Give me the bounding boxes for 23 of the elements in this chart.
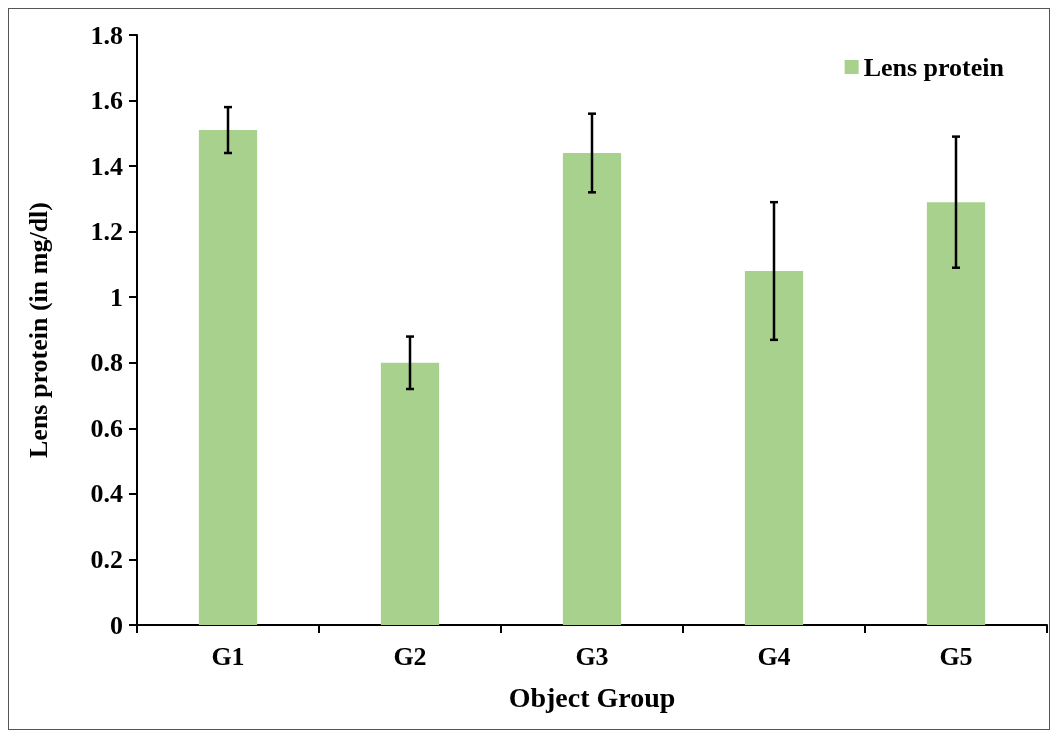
- y-tick-label: 0.4: [90, 479, 123, 509]
- bar: [562, 153, 622, 625]
- bar: [926, 202, 986, 625]
- y-tick-label: 1.8: [90, 20, 123, 50]
- y-tick-label: 1.6: [90, 86, 123, 116]
- y-tick-label: 0.6: [90, 413, 123, 443]
- y-tick-label: 1: [110, 282, 123, 312]
- bar: [198, 130, 258, 625]
- x-tick-label: G5: [939, 641, 973, 671]
- y-tick-label: 0.8: [90, 348, 123, 378]
- x-tick-label: G4: [757, 641, 791, 671]
- bar: [380, 362, 440, 625]
- y-axis-title: Lens protein (in mg/dl): [23, 202, 53, 458]
- y-tick-label: 0.2: [90, 544, 123, 574]
- x-axis-title: Object Group: [508, 681, 676, 713]
- y-tick-label: 1.2: [90, 217, 123, 247]
- x-tick-label: G2: [393, 641, 427, 671]
- y-tick-label: 1.4: [90, 151, 123, 181]
- bar: [744, 271, 804, 625]
- legend-label: Lens protein: [863, 52, 1005, 82]
- x-tick-label: G1: [211, 641, 245, 671]
- x-tick-label: G3: [575, 641, 609, 671]
- y-tick-label: 0: [110, 610, 123, 640]
